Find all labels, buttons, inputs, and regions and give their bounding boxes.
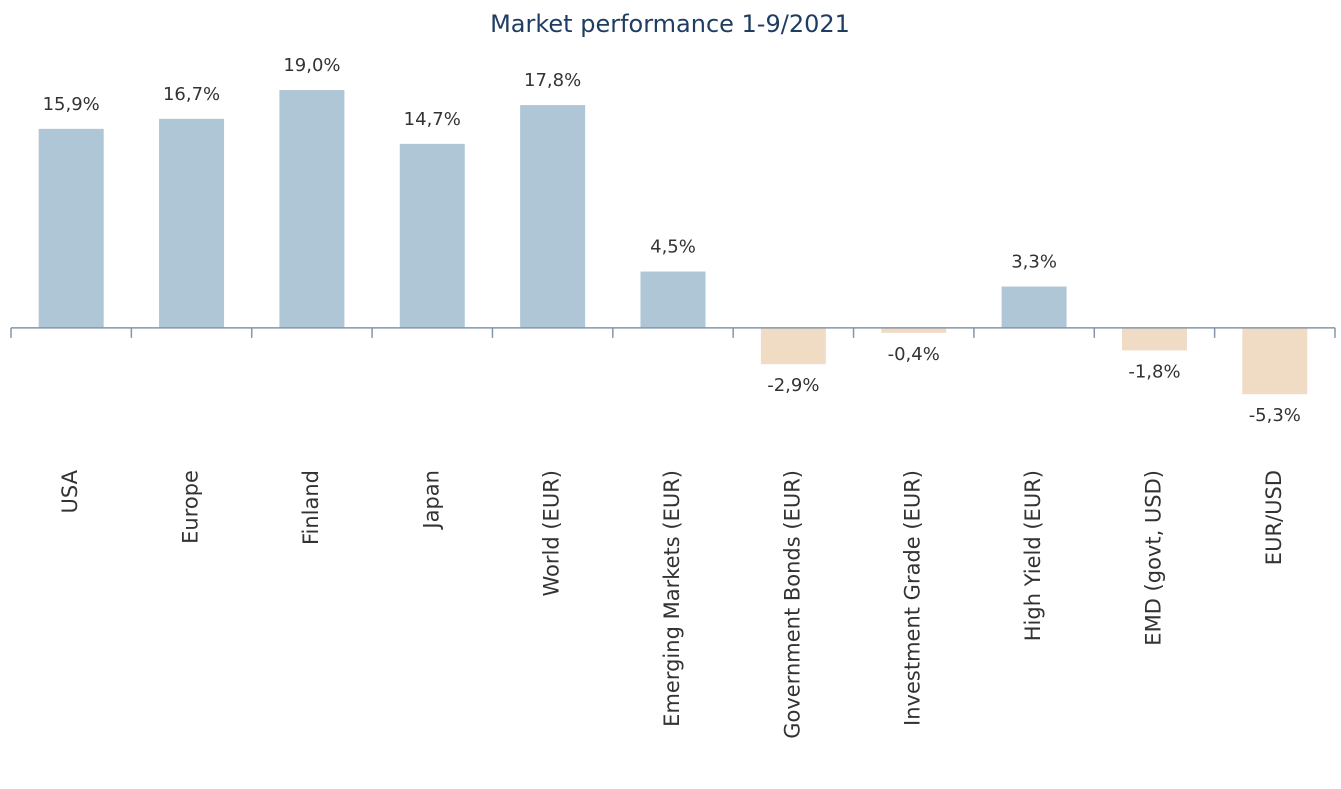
value-label: -5,3% [1249, 405, 1301, 426]
x-tick-label: Government Bonds (EUR) [780, 470, 804, 739]
bar [520, 105, 586, 328]
value-label: 14,7% [404, 109, 461, 130]
value-label: -1,8% [1128, 361, 1180, 382]
x-tick-label: USA [58, 469, 82, 513]
value-label: 16,7% [163, 84, 220, 105]
chart-title: Market performance 1-9/2021 [490, 10, 850, 38]
x-tick-label: Europe [179, 470, 203, 544]
value-label: -0,4% [888, 344, 940, 365]
bar [279, 90, 345, 328]
x-tick-label: EUR/USD [1262, 470, 1286, 565]
value-label: -2,9% [767, 375, 819, 396]
bar [38, 128, 104, 328]
bar [881, 327, 947, 333]
x-tick-label: High Yield (EUR) [1021, 470, 1045, 641]
value-label: 15,9% [43, 94, 100, 115]
bar [1121, 327, 1187, 351]
bar [640, 271, 706, 328]
bar [1001, 286, 1067, 328]
x-tick-label: Emerging Markets (EUR) [660, 470, 684, 727]
x-tick-label: Japan [419, 470, 443, 531]
x-tick-label: World (EUR) [540, 470, 564, 596]
x-tick-label: Investment Grade (EUR) [901, 470, 925, 726]
x-tick-label: Finland [299, 470, 323, 545]
value-label: 19,0% [283, 55, 340, 76]
value-label: 3,3% [1011, 252, 1057, 273]
bar [399, 143, 465, 328]
bar [1242, 327, 1308, 395]
value-label: 17,8% [524, 70, 581, 91]
bar [760, 327, 826, 365]
x-tick-label: EMD (govt, USD) [1141, 470, 1165, 646]
value-label: 4,5% [650, 237, 696, 258]
bar [159, 118, 225, 328]
